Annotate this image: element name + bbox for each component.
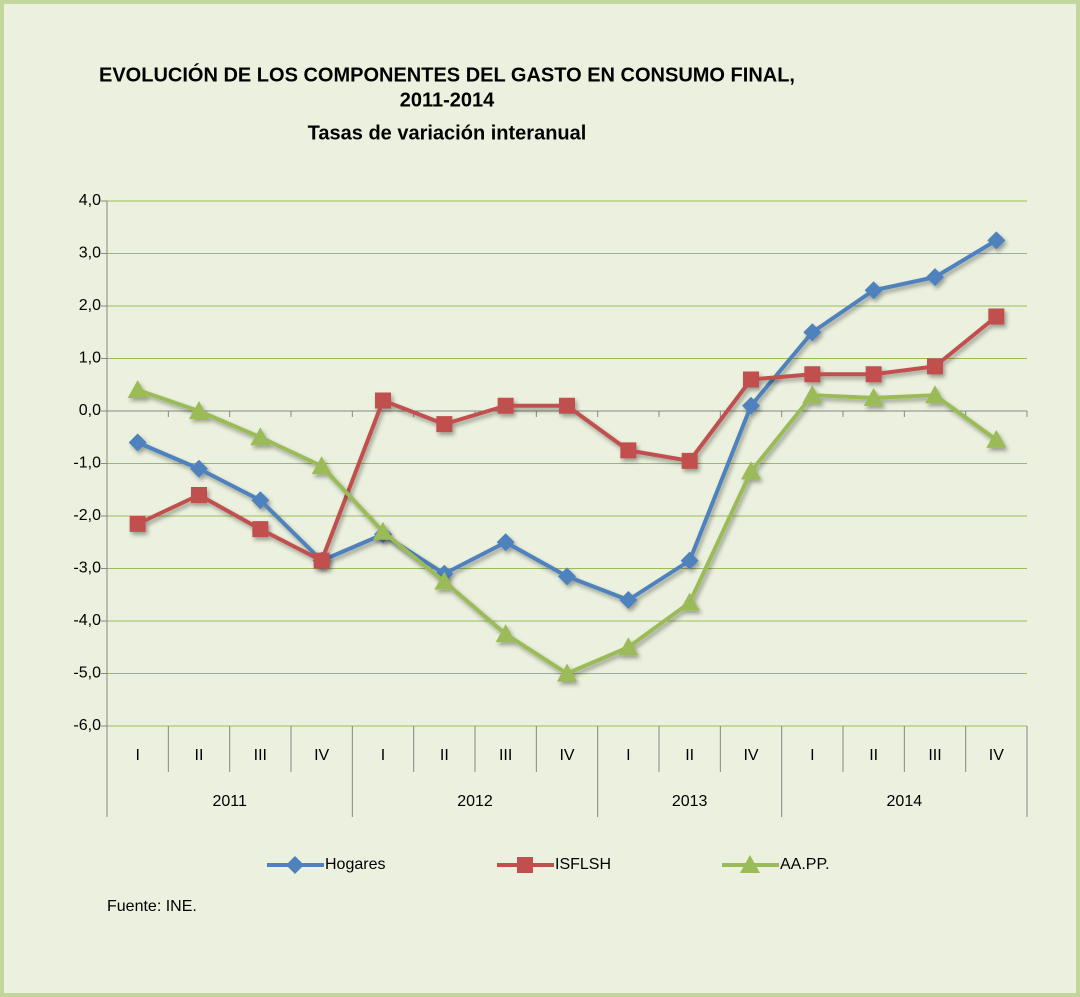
marker <box>620 442 637 459</box>
series <box>129 308 1005 569</box>
y-tick-label: -2,0 <box>73 507 101 524</box>
marker <box>129 515 146 532</box>
y-tick-label: 1,0 <box>79 350 101 367</box>
marker <box>559 397 575 414</box>
y-tick-label: -5,0 <box>73 665 101 682</box>
marker <box>680 551 699 570</box>
marker <box>743 371 759 388</box>
marker <box>286 856 304 874</box>
x-tick-label: I <box>810 747 814 764</box>
x-group-label: 2011 <box>212 793 247 810</box>
x-tick-label: IV <box>559 747 574 764</box>
marker <box>742 396 760 415</box>
marker <box>252 521 269 538</box>
y-tick-label: -3,0 <box>73 560 101 577</box>
marker <box>681 452 698 469</box>
marker <box>557 663 577 682</box>
chart-subtitle: Tasas de variación interanual <box>308 122 587 144</box>
x-group-label: 2013 <box>672 793 708 810</box>
x-tick-label: II <box>195 747 204 764</box>
x-tick-label: I <box>626 747 630 764</box>
y-tick-label: 4,0 <box>79 192 101 209</box>
x-tick-label: III <box>499 747 512 764</box>
x-group-label: 2014 <box>887 793 923 810</box>
source-note: Fuente: INE. <box>107 898 197 915</box>
x-tick-label: II <box>685 747 694 764</box>
marker <box>375 392 391 409</box>
chart-title: EVOLUCIÓN DE LOS COMPONENTES DEL GASTO E… <box>99 62 795 86</box>
marker <box>618 637 639 656</box>
marker <box>128 433 147 452</box>
y-tick-label: 3,0 <box>79 245 101 262</box>
marker <box>741 461 761 480</box>
x-tick-label: I <box>135 747 139 764</box>
marker <box>804 366 821 383</box>
x-tick-label: II <box>869 747 878 764</box>
marker <box>190 459 208 478</box>
marker <box>986 429 1007 448</box>
marker <box>495 624 516 643</box>
marker <box>863 387 884 406</box>
marker <box>496 533 515 552</box>
legend-label: ISFLSH <box>555 856 611 873</box>
x-tick-label: IV <box>989 747 1004 764</box>
marker <box>434 571 455 590</box>
marker <box>864 281 883 300</box>
marker <box>679 592 700 611</box>
x-tick-label: III <box>928 747 941 764</box>
marker <box>313 552 330 569</box>
marker <box>436 416 453 433</box>
legend-label: Hogares <box>325 856 385 873</box>
marker <box>189 401 209 419</box>
marker <box>865 366 882 383</box>
marker <box>988 308 1005 325</box>
series <box>127 380 1007 682</box>
marker <box>926 268 944 287</box>
y-tick-label: -4,0 <box>73 612 101 629</box>
x-tick-label: III <box>254 747 267 764</box>
marker <box>373 521 393 540</box>
x-group-label: 2012 <box>457 793 493 810</box>
x-tick-label: IV <box>314 747 329 764</box>
chart-title: 2011-2014 <box>400 89 495 111</box>
marker <box>927 358 943 375</box>
marker <box>740 855 760 873</box>
marker <box>497 397 514 414</box>
legend-label: AA.PP. <box>780 856 830 873</box>
y-tick-label: -6,0 <box>73 717 101 734</box>
y-tick-label: 2,0 <box>79 297 101 314</box>
series <box>128 231 1006 609</box>
marker <box>517 857 533 873</box>
y-tick-label: -1,0 <box>73 455 101 472</box>
y-tick-label: 0,0 <box>79 402 101 419</box>
x-tick-label: II <box>440 747 449 764</box>
marker <box>925 385 945 404</box>
marker <box>311 456 332 475</box>
marker <box>191 487 207 503</box>
marker <box>558 567 576 586</box>
marker <box>127 380 148 398</box>
marker <box>803 323 822 342</box>
x-tick-label: IV <box>743 747 758 764</box>
marker <box>987 231 1006 250</box>
marker <box>802 385 823 404</box>
marker <box>619 591 638 609</box>
marker <box>251 491 270 510</box>
x-tick-label: I <box>381 747 385 764</box>
marker <box>250 427 271 446</box>
